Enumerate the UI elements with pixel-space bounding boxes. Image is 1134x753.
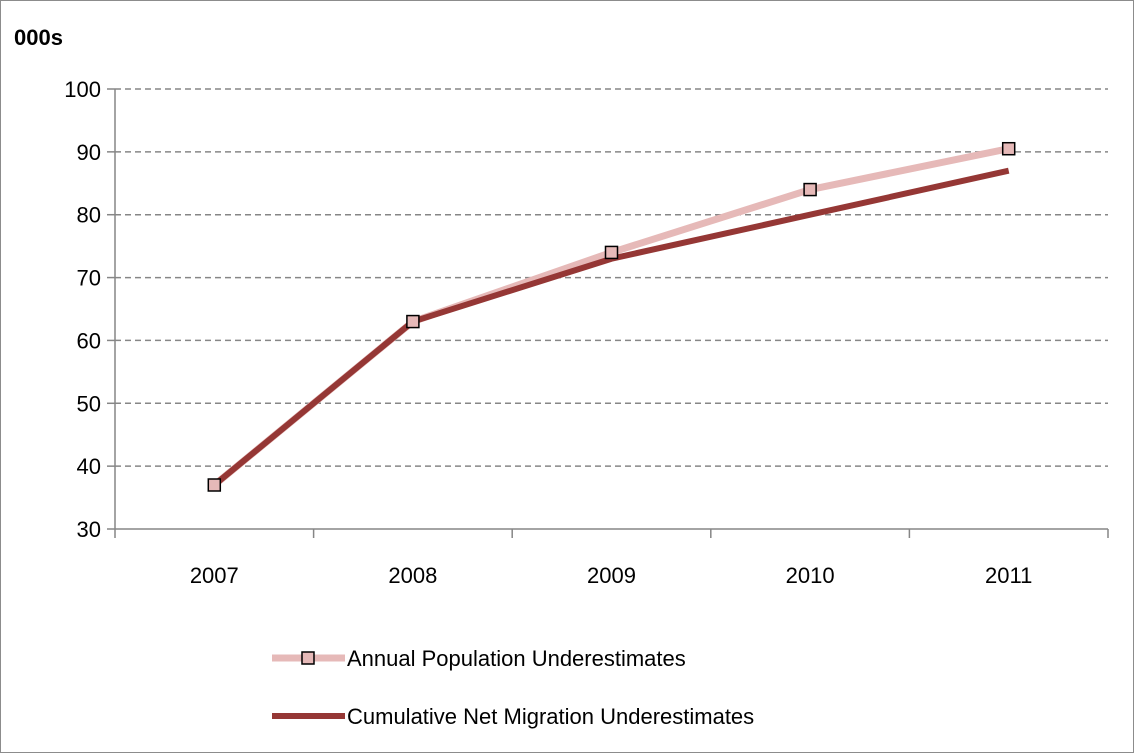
axes: 30 40 50 60 70 80 90 100 2007 2008 2009 2010 2011	[64, 77, 1109, 588]
data-point-marker	[207, 478, 222, 492]
legend-label-2: Cumulative Net Migration Underestimates	[347, 704, 754, 729]
legend-label-1: Annual Population Underestimates	[347, 646, 686, 671]
y-tick-label: 40	[77, 454, 101, 479]
y-tick-label: 80	[77, 203, 101, 228]
data-point-marker	[1001, 141, 1016, 156]
legend-marker-1	[301, 651, 315, 665]
data-point-marker	[604, 245, 619, 260]
legend: Annual Population Underestimates Cumulati…	[272, 646, 754, 729]
y-tick-label: 50	[77, 391, 101, 416]
y-tick-label: 70	[77, 266, 101, 291]
y-tick-label: 60	[77, 328, 101, 353]
x-tick-label: 2008	[388, 563, 437, 588]
data-point-marker	[406, 314, 420, 329]
x-tick-label: 2009	[587, 563, 636, 588]
y-tick-label: 90	[77, 140, 101, 165]
x-tick-label: 2011	[985, 563, 1032, 588]
data-point-marker	[803, 182, 817, 197]
y-tick-label: 100	[64, 77, 101, 102]
x-tick-label: 2007	[190, 563, 239, 588]
series-lines	[207, 141, 1016, 492]
y-unit-label: 000s	[14, 25, 63, 50]
gridlines	[115, 88, 1108, 467]
x-tick-label: 2010	[786, 563, 835, 588]
series-line-2	[212, 167, 1010, 488]
y-tick-label: 30	[77, 517, 101, 542]
